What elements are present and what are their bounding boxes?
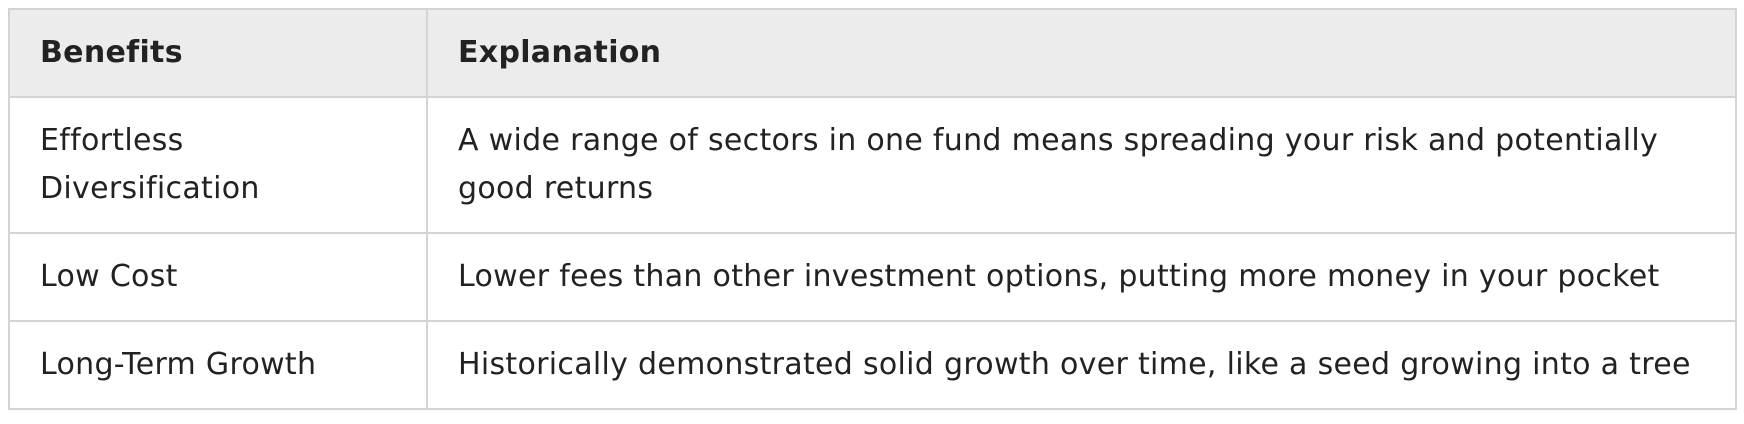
benefit-cell: Long-Term Growth	[8, 320, 428, 410]
explanation-cell: A wide range of sectors in one fund mean…	[426, 96, 1737, 234]
column-header-benefits: Benefits	[8, 8, 428, 98]
explanation-cell: Historically demonstrated solid growth o…	[426, 320, 1737, 410]
benefit-cell: Low Cost	[8, 232, 428, 322]
benefit-cell: Effortless Diversification	[8, 96, 428, 234]
benefits-table-container: Benefits Explanation Effortless Diversif…	[8, 8, 1737, 410]
table-row: Long-Term Growth Historically demonstrat…	[8, 320, 1737, 410]
column-header-explanation: Explanation	[426, 8, 1737, 98]
explanation-cell: Lower fees than other investment options…	[426, 232, 1737, 322]
header-row: Benefits Explanation	[8, 8, 1737, 98]
table-row: Low Cost Lower fees than other investmen…	[8, 232, 1737, 322]
table-body: Effortless Diversification A wide range …	[8, 96, 1737, 410]
table-row: Effortless Diversification A wide range …	[8, 96, 1737, 234]
table-header: Benefits Explanation	[8, 8, 1737, 98]
benefits-table: Benefits Explanation Effortless Diversif…	[8, 8, 1737, 410]
